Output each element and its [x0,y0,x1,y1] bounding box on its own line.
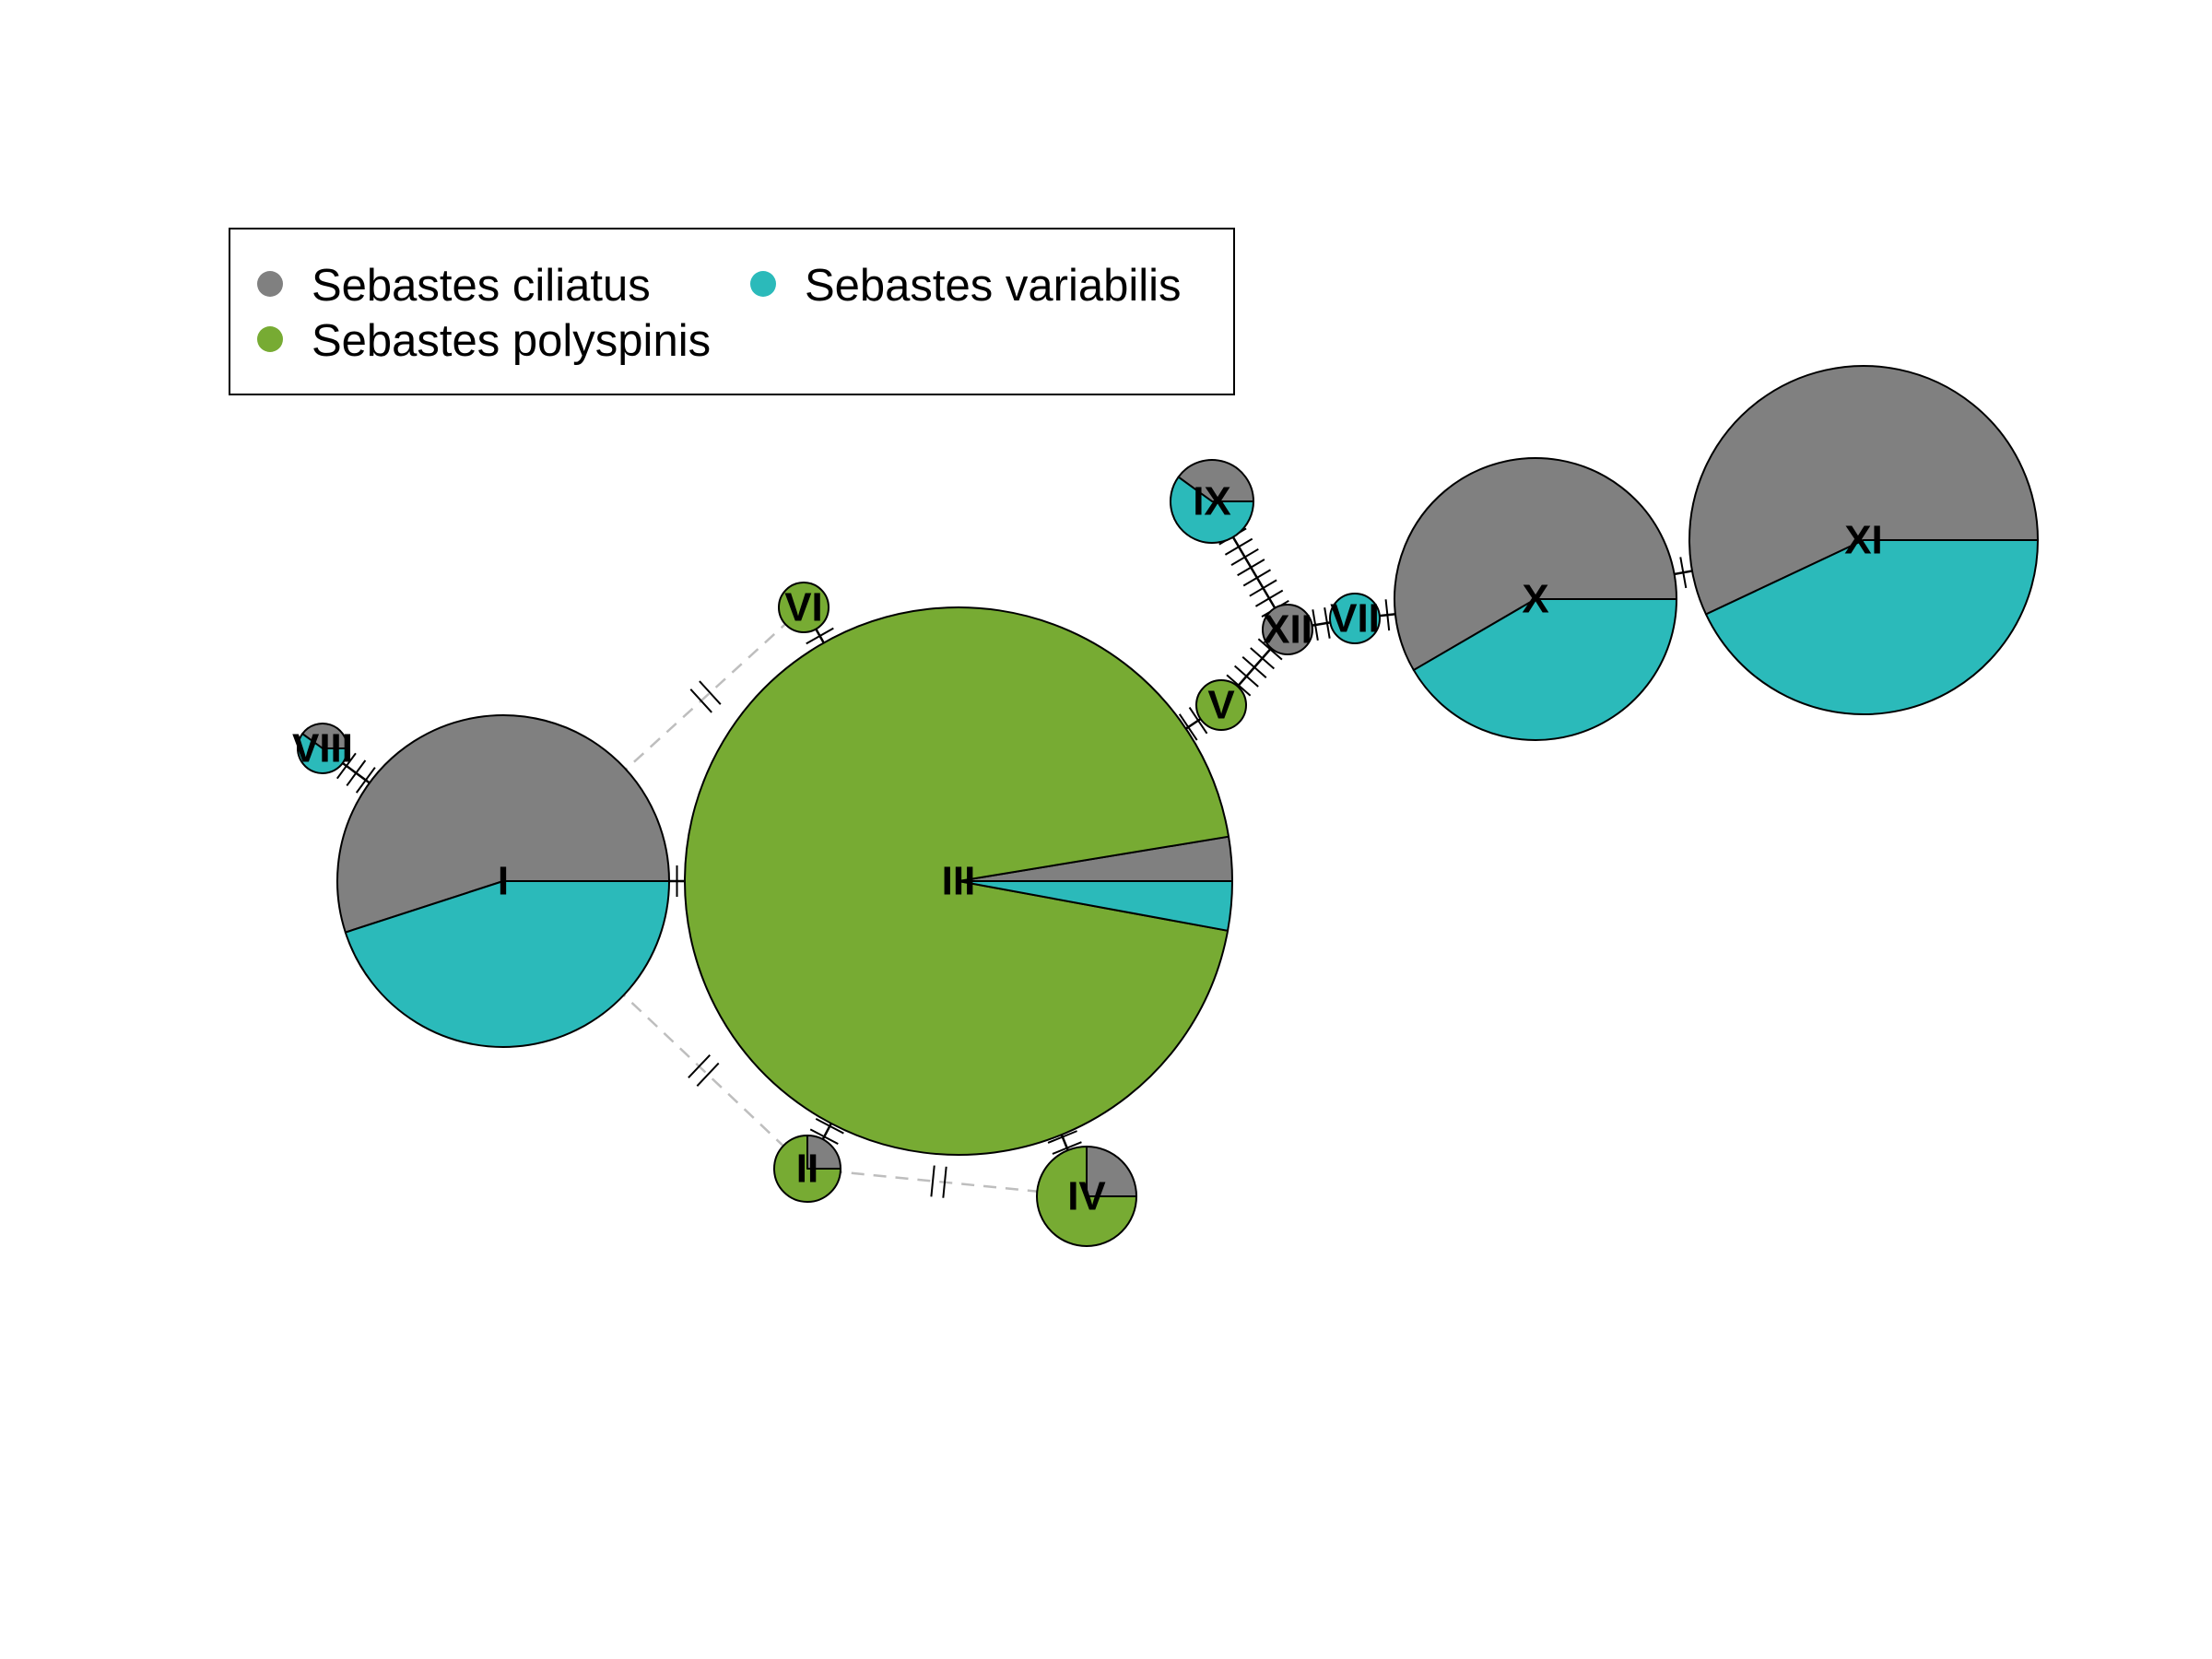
alt-link-II-IV-mutation-tick [942,1166,947,1198]
haplotype-label-IX: IX [1193,479,1231,524]
link-V-XII-mutation-tick [1226,674,1252,697]
link-X-XI-mutation-tick [1679,557,1688,589]
haplotype-VII: VII [1329,593,1381,644]
legend-box [229,228,1235,395]
haplotype-II-slice-ciliatus [806,1135,841,1170]
haplotype-label-III: III [942,859,976,904]
haplotype-XI: XI [1688,365,2039,715]
link-XII-VII-mutation-tick [1312,609,1319,641]
haplotype-label-II: II [796,1147,818,1192]
haplotype-V-slice-polyspinis [1195,679,1247,731]
haplotype-II-slice-polyspinis [773,1135,841,1203]
alt-link-I-II-mutation-tick [688,1053,712,1079]
haplotype-IX-slice-ciliatus [1177,459,1254,502]
link-IX-XII-mutation-tick [1230,547,1259,566]
haplotype-IX-slice-variabilis [1170,476,1254,544]
haplotype-label-I: I [498,859,509,904]
link-III-V-mutation-tick [1178,713,1198,741]
link-VIII-I-mutation-tick [336,752,357,780]
link-VIII-I-mutation-tick [355,767,376,794]
haplotype-I-slice-variabilis [344,880,670,1048]
haplotype-label-VII: VII [1330,596,1380,641]
haplotype-XI-slice-variabilis [1704,539,2039,715]
haplotype-X: X [1394,457,1677,741]
link-V-XII-mutation-tick [1250,647,1276,670]
haplotype-label-XII: XII [1263,607,1312,653]
haplotype-VI-slice-polyspinis [778,582,830,633]
link-III-V-mutation-tick [1188,707,1208,735]
haplotype-VIII-slice-ciliatus [301,723,348,749]
haplotype-XI-slice-ciliatus [1688,365,2039,616]
link-III-II-mutation-tick [815,1117,844,1135]
link-VIII-I-mutation-tick [346,759,367,786]
haplotype-V: V [1195,679,1247,731]
link-IX-XII-mutation-tick [1237,559,1265,577]
haplotype-IV: IV [1036,1146,1137,1247]
haplotype-IV-slice-polyspinis [1036,1146,1137,1247]
link-VII-X-mutation-tick [1384,599,1391,631]
legend-label-ciliatus: Sebastes ciliatus [312,261,651,311]
haplotype-VIII-slice-variabilis [297,733,348,774]
haplotype-VIII: VIII [292,723,353,774]
link-III-VI-mutation-tick [806,627,834,645]
haplotype-IV-slice-ciliatus [1086,1146,1137,1197]
link-XII-VII-mutation-tick [1324,607,1331,639]
legend-label-polyspinis: Sebastes polyspinis [312,316,711,366]
link-III-IV-mutation-tick [1047,1130,1077,1144]
legend: Sebastes ciliatus Sebastes polyspinis Se… [229,228,1235,395]
haplotype-VI: VI [778,582,830,633]
haplotype-II: II [773,1135,841,1203]
haplotype-III-slice-variabilis [958,880,1233,932]
haplotype-label-V: V [1207,683,1235,728]
haplotype-X-slice-variabilis [1412,598,1677,741]
haplotype-I-slice-ciliatus [336,714,670,934]
link-V-XII-mutation-tick [1233,665,1259,688]
alt-link-I-II-mutation-tick [696,1062,720,1087]
haplotype-label-XI: XI [1844,518,1883,563]
legend-swatch-variabilis [750,271,776,297]
haplotype-XII-slice-ciliatus [1262,604,1313,655]
link-V-XII-mutation-tick [1241,656,1267,678]
haplotype-label-VIII: VIII [292,726,353,771]
link-IX-XII-mutation-tick [1249,579,1277,597]
link-V-XII-mutation-tick [1257,638,1283,661]
haplotype-label-X: X [1522,577,1548,622]
haplotype-III: III [684,606,1234,1156]
haplotype-label-VI: VI [784,585,823,630]
haplotype-VII-slice-variabilis [1329,593,1381,644]
haplotype-X-slice-ciliatus [1394,457,1677,672]
alt-link-I-VI-mutation-tick [699,680,722,705]
legend-label-variabilis: Sebastes variabilis [805,261,1182,311]
legend-swatch-ciliatus [257,271,283,297]
link-IX-XII-mutation-tick [1224,537,1253,556]
legend-swatch-polyspinis [257,326,283,352]
link-IX-XII-mutation-tick [1242,569,1272,587]
link-IX-XII-mutation-tick [1254,589,1284,607]
haplotype-label-IV: IV [1067,1174,1106,1219]
haplotype-IX: IX [1170,459,1254,544]
alt-link-I-VI-mutation-tick [689,688,712,713]
haplotype-XII: XII [1262,604,1313,655]
haplotype-I: I [336,714,670,1048]
link-III-IV-mutation-tick [1052,1141,1082,1155]
alt-link-II-IV-mutation-tick [930,1165,935,1197]
haplotype-III-slice-polyspinis [684,606,1230,1156]
link-III-II-mutation-tick [809,1128,839,1146]
